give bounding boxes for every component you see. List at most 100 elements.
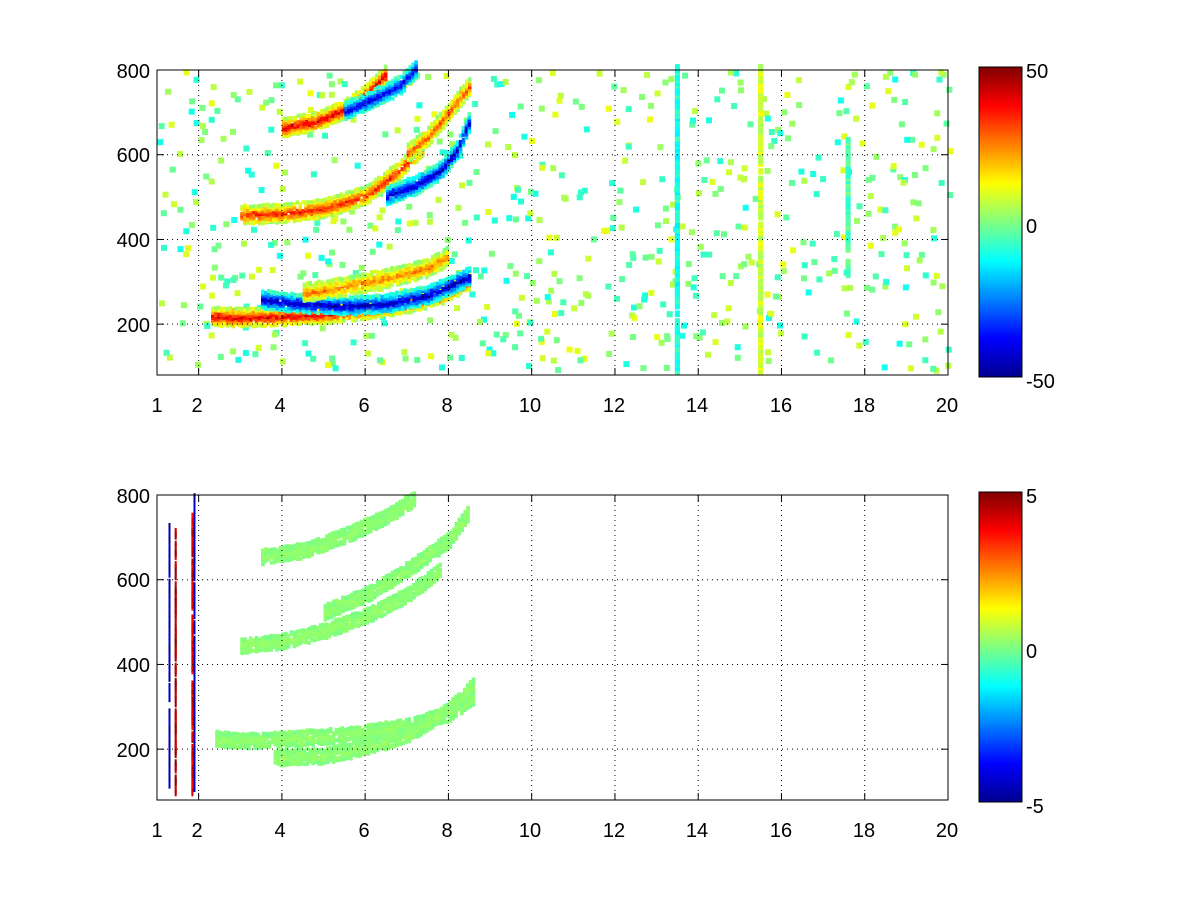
band-cell [253, 740, 257, 745]
band-cell [355, 725, 359, 730]
band-cell [219, 306, 224, 311]
band-cell [349, 286, 353, 291]
noise-cell [544, 328, 551, 335]
band-cell [257, 315, 262, 320]
band-cell [334, 108, 338, 113]
noise-cell [550, 165, 557, 172]
band-cell [275, 310, 279, 315]
band-cell [304, 313, 308, 318]
noise-cell [473, 169, 480, 176]
band-cell [229, 736, 234, 741]
band-cell [398, 291, 402, 296]
band-cell [346, 737, 350, 741]
band-cell [299, 127, 303, 132]
band-cell [307, 205, 311, 209]
noise-cell [869, 286, 876, 293]
band-cell [305, 731, 310, 736]
band-cell [459, 94, 463, 99]
band-cell [340, 112, 344, 117]
band-cell [420, 154, 425, 159]
band-cell [412, 193, 416, 198]
band-cell [320, 290, 324, 295]
band-cell [215, 743, 219, 748]
band-cell [415, 156, 419, 161]
band-cell [350, 115, 354, 119]
noise-cell [558, 310, 565, 317]
band-cell [435, 281, 440, 286]
band-cell [421, 300, 425, 305]
band-cell [234, 306, 238, 311]
noise-cell [246, 88, 253, 95]
band-cell [425, 268, 429, 272]
band-cell [218, 743, 222, 748]
noise-cell [204, 323, 211, 329]
band-cell [243, 321, 247, 326]
band-cell [380, 302, 385, 307]
band-cell [372, 277, 377, 282]
band-cell [362, 195, 367, 200]
band-cell [326, 741, 330, 746]
band-cell [308, 121, 312, 126]
noise-cell [538, 338, 545, 345]
band-cell [298, 319, 302, 324]
band-cell [401, 263, 406, 268]
band-cell [256, 740, 260, 745]
band-cell [281, 311, 285, 316]
column-cell [758, 168, 764, 175]
band-cell [264, 296, 268, 301]
band-cell [257, 221, 262, 226]
noise-cell [690, 117, 696, 124]
band-cell [260, 215, 265, 220]
noise-cell [896, 340, 903, 347]
band-cell [450, 274, 454, 279]
band-cell [444, 294, 449, 298]
band-cell [400, 194, 404, 199]
noise-cell [881, 364, 888, 371]
noise-cell [934, 134, 941, 141]
band-cell [347, 99, 351, 104]
band-cell [314, 295, 318, 299]
colorbar-tick-label: -50 [1026, 371, 1055, 393]
band-cell [447, 162, 451, 167]
band-cell [429, 303, 434, 308]
band-cell [319, 119, 324, 124]
band-cell [461, 137, 466, 142]
x-tick-label: 12 [603, 395, 625, 417]
band-cell [415, 134, 419, 139]
noise-cell [892, 76, 899, 83]
band-cell [377, 183, 381, 188]
band-cell [334, 289, 339, 293]
noise-cell [693, 292, 699, 299]
band-cell [391, 190, 396, 195]
band-cell [228, 315, 233, 320]
band-cell [450, 108, 454, 113]
noise-cell [548, 287, 555, 294]
band-cell [287, 305, 291, 310]
noise-cell [741, 261, 748, 268]
band-cell [363, 310, 367, 314]
band-cell [385, 94, 389, 99]
band-cell [251, 309, 256, 314]
noise-cell [166, 354, 173, 361]
band-cell [240, 306, 244, 311]
noise-cell [664, 364, 670, 371]
noise-cell [307, 107, 314, 113]
noise-cell [332, 365, 339, 372]
band-cell [269, 296, 274, 300]
band-cell [394, 182, 399, 187]
band-cell [447, 105, 452, 110]
band-cell [214, 310, 218, 315]
noise-cell [211, 264, 218, 271]
band-cell [352, 729, 356, 734]
noise-cell [768, 129, 775, 136]
band-cell [433, 120, 437, 124]
band-cell [333, 194, 337, 199]
noise-cell [326, 72, 333, 79]
band-cell [386, 196, 390, 200]
band-cell [356, 186, 361, 191]
band-cell [260, 308, 265, 313]
band-cell [284, 321, 288, 326]
band-cell [247, 732, 251, 737]
band-cell [379, 97, 383, 102]
noise-cell [439, 364, 445, 371]
